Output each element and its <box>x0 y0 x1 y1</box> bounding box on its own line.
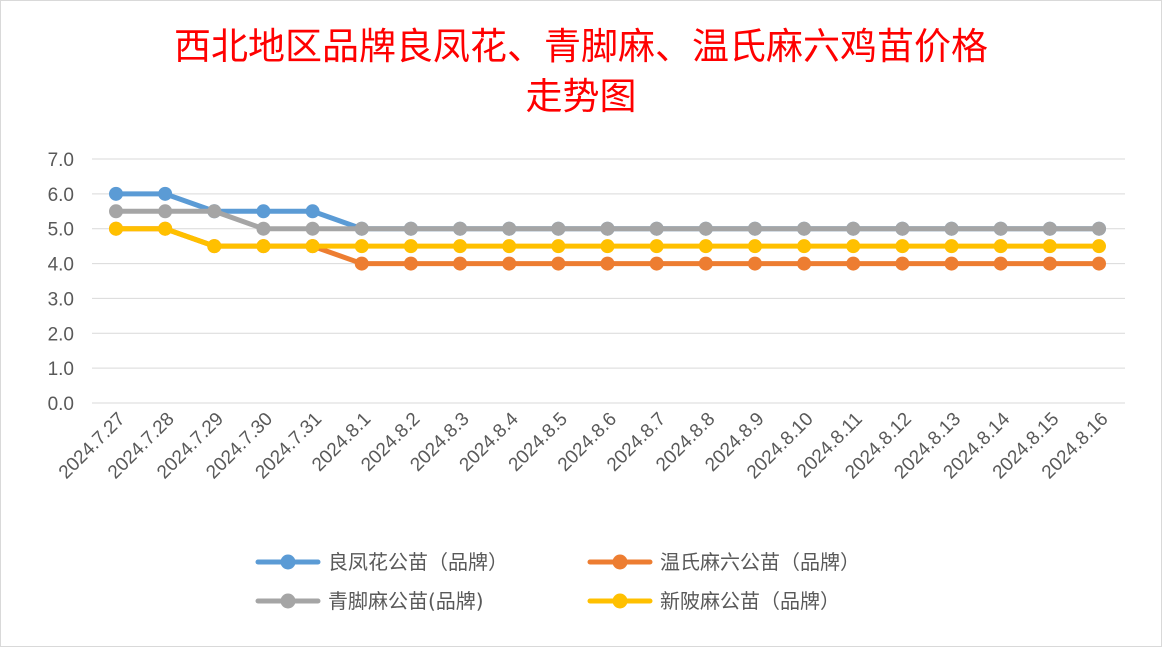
data-point <box>797 221 812 236</box>
data-point <box>256 204 271 219</box>
data-point <box>846 256 861 271</box>
data-point <box>895 239 910 254</box>
y-tick-label: 7.0 <box>48 150 74 171</box>
data-point <box>502 256 517 271</box>
data-point <box>305 239 320 254</box>
series-2 <box>109 204 1106 236</box>
data-point <box>403 239 418 254</box>
legend: 良凤花公苗（品牌） 温氏麻六公苗（品牌） 青脚麻公苗(品牌) 新陂麻公苗（品牌） <box>255 550 860 613</box>
y-tick-label: 0.0 <box>48 394 74 415</box>
legend-item: 青脚麻公苗(品牌) <box>255 589 484 613</box>
legend-swatch-marker <box>280 593 296 609</box>
y-tick-label: 2.0 <box>48 324 74 345</box>
legend-label: 青脚麻公苗(品牌) <box>328 589 484 613</box>
data-point <box>256 239 271 254</box>
legend-label: 温氏麻六公苗（品牌） <box>660 550 860 574</box>
data-point <box>354 239 369 254</box>
data-point <box>993 256 1008 271</box>
data-point <box>305 221 320 236</box>
data-point <box>109 204 123 219</box>
series-lines <box>109 186 1106 271</box>
data-point <box>747 221 762 236</box>
data-point <box>551 239 566 254</box>
y-tick-label: 4.0 <box>48 255 74 276</box>
legend-swatch-marker <box>612 593 628 609</box>
data-point <box>502 239 517 254</box>
data-point <box>1042 239 1057 254</box>
data-point <box>109 221 123 236</box>
x-axis-ticks: 2024.7.272024.7.282024.7.292024.7.302024… <box>55 408 1113 483</box>
data-point <box>944 256 959 271</box>
data-point <box>502 221 517 236</box>
data-point <box>1092 221 1106 236</box>
data-point <box>600 221 615 236</box>
data-point <box>453 239 468 254</box>
data-point <box>944 239 959 254</box>
y-tick-label: 1.0 <box>48 359 74 380</box>
legend-item: 良凤花公苗（品牌） <box>255 550 508 574</box>
chart-title-line1: 西北地区品牌良凤花、青脚麻、温氏麻六鸡苗价格 <box>174 25 988 68</box>
data-point <box>797 239 812 254</box>
data-point <box>993 239 1008 254</box>
data-point <box>846 221 861 236</box>
data-point <box>797 256 812 271</box>
legend-swatch-marker <box>280 554 296 570</box>
data-point <box>993 221 1008 236</box>
data-point <box>1092 239 1106 254</box>
data-point <box>600 239 615 254</box>
data-point <box>944 221 959 236</box>
data-point <box>747 256 762 271</box>
data-point <box>551 221 566 236</box>
chart-title-line2: 走势图 <box>525 75 637 118</box>
legend-label: 新陂麻公苗（品牌） <box>660 589 840 613</box>
data-point <box>698 221 713 236</box>
data-point <box>649 239 664 254</box>
data-point <box>747 239 762 254</box>
legend-item: 新陂麻公苗（品牌） <box>587 589 840 613</box>
data-point <box>354 221 369 236</box>
data-point <box>846 239 861 254</box>
data-point <box>551 256 566 271</box>
data-point <box>895 221 910 236</box>
data-point <box>1092 256 1106 271</box>
data-point <box>453 256 468 271</box>
data-point <box>1042 221 1057 236</box>
data-point <box>600 256 615 271</box>
y-tick-label: 3.0 <box>48 289 74 310</box>
legend-label: 良凤花公苗（品牌） <box>328 550 508 574</box>
legend-item: 温氏麻六公苗（品牌） <box>587 550 860 574</box>
data-point <box>354 256 369 271</box>
data-point <box>453 221 468 236</box>
y-tick-label: 6.0 <box>48 185 74 206</box>
data-point <box>403 256 418 271</box>
gridlines <box>92 158 1125 404</box>
data-point <box>158 186 173 201</box>
data-point <box>207 204 222 219</box>
data-point <box>895 256 910 271</box>
legend-swatch-marker <box>612 554 628 570</box>
data-point <box>698 239 713 254</box>
series-3 <box>109 221 1106 254</box>
y-axis-ticks: 0.0 1.0 2.0 3.0 4.0 5.0 6.0 7.0 <box>48 150 74 415</box>
data-point <box>698 256 713 271</box>
data-point <box>158 204 173 219</box>
data-point <box>649 221 664 236</box>
data-point <box>158 221 173 236</box>
data-point <box>649 256 664 271</box>
data-point <box>256 221 271 236</box>
data-point <box>305 204 320 219</box>
data-point <box>109 186 123 201</box>
data-point <box>1042 256 1057 271</box>
data-point <box>207 239 222 254</box>
y-tick-label: 5.0 <box>48 220 74 241</box>
data-point <box>403 221 418 236</box>
